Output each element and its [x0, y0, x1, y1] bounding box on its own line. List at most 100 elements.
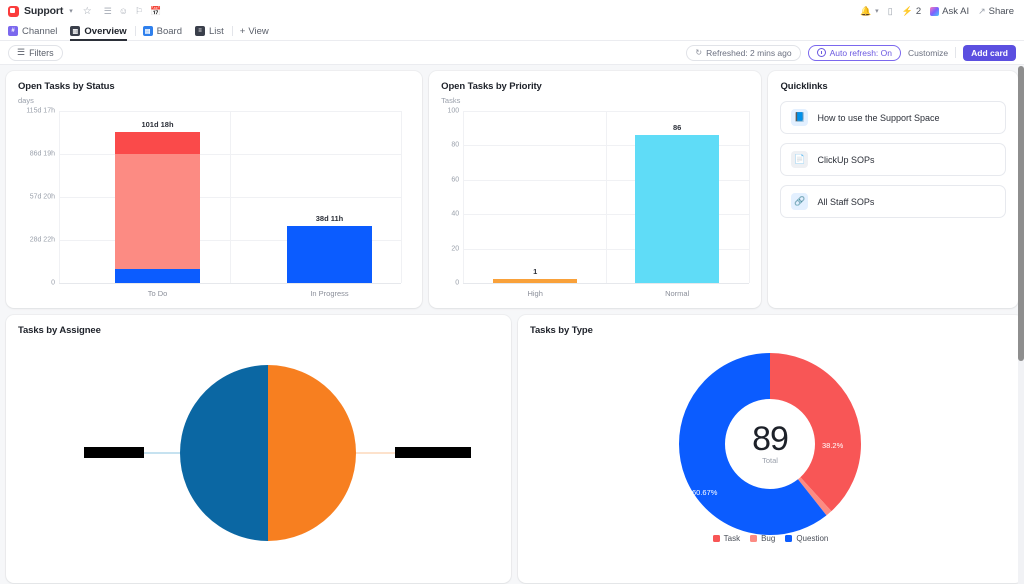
donut-legend: Task Bug Question [530, 534, 1011, 543]
notifications-button[interactable]: 🔔 ▾ [860, 6, 879, 17]
y-tick-label: 86d 19h [29, 150, 55, 158]
pie-label-redacted-1 [395, 447, 471, 458]
quicklink-label: How to use the Support Space [817, 112, 940, 123]
x-tick-label: Normal [665, 289, 690, 298]
pie-slice-1[interactable] [268, 365, 356, 541]
filters-label: Filters [29, 47, 54, 58]
vertical-gridline [230, 111, 231, 283]
bar-high[interactable]: 1 High [493, 267, 578, 298]
y-tick-label: 40 [451, 210, 460, 218]
pie-label-redacted-0 [84, 447, 144, 458]
doc-blue-icon: 📘 [791, 109, 809, 126]
top-bar: Support ▾ ☆ ☰ ☺ ⚐ 📅 🔔 ▾ ▯ ⚡ 2 Ask AI ↗ S… [0, 0, 1024, 22]
list-icon[interactable]: ☰ [103, 5, 112, 16]
space-breadcrumb[interactable]: Support ▾ [8, 5, 73, 17]
vertical-gridline [749, 111, 751, 283]
overview-icon: ▥ [70, 26, 81, 36]
chart-tasks-by-type: 89 Total 38.2% 60.67% Task Bug [530, 340, 1011, 545]
auto-refresh-label: Auto refresh: On [829, 47, 892, 58]
card-title: Quicklinks [780, 81, 828, 92]
donut-svg [679, 353, 861, 535]
scrollbar-thumb[interactable] [1018, 66, 1024, 361]
star-icon[interactable]: ☆ [82, 5, 92, 17]
list-icon: ≡ [195, 26, 205, 36]
bar-normal[interactable]: 86 Normal [635, 123, 720, 298]
pie-slice-0[interactable] [180, 365, 268, 541]
tab-overview-label: Overview [84, 25, 127, 37]
add-view-button[interactable]: + View [240, 26, 269, 37]
bell-icon: 🔔 [859, 5, 872, 16]
ask-ai-label: Ask AI [942, 5, 970, 17]
vertical-scrollbar[interactable] [1018, 66, 1024, 584]
card-quicklinks: Quicklinks 📘 How to use the Support Spac… [768, 71, 1018, 308]
y-tick-label: 60 [451, 176, 460, 184]
quicklink-item-2[interactable]: 🔗 All Staff SOPs [780, 185, 1006, 218]
card-open-tasks-by-priority: Open Tasks by Priority Tasks 100 80 60 4… [429, 71, 762, 308]
filters-button[interactable]: ☰ Filters [8, 44, 63, 61]
share-button[interactable]: ↗ Share [978, 6, 1014, 17]
bar-segment-blue [287, 225, 372, 283]
y-axis-unit: Tasks [441, 96, 461, 105]
legend-item-bug[interactable]: Bug [750, 534, 775, 543]
bar-value-label: 86 [672, 123, 682, 133]
calendar-icon[interactable]: 📅 [150, 5, 162, 16]
auto-refresh-toggle[interactable]: Auto refresh: On [807, 44, 901, 61]
bolt-icon: ⚡ [901, 5, 913, 16]
pie-svg [138, 365, 396, 541]
bar-segment [635, 135, 720, 283]
donut-slice-question[interactable] [679, 353, 861, 535]
y-tick-label: 80 [451, 141, 460, 149]
share-label: Share [988, 5, 1014, 17]
add-view-label: View [248, 25, 269, 37]
chart-tasks-by-assignee [18, 340, 499, 545]
customize-button[interactable]: Customize [908, 47, 949, 58]
legend-label: Task [723, 534, 741, 543]
y-tick-label: 0 [455, 279, 460, 287]
control-divider [955, 47, 957, 58]
x-tick-label: In Progress [310, 289, 349, 298]
donut-pct-task: 38.2% [822, 441, 844, 450]
plus-icon: + [239, 25, 246, 37]
chevron-down-icon[interactable]: ▾ [69, 8, 73, 15]
quicklink-item-1[interactable]: 📄 ClickUp SOPs [780, 143, 1006, 176]
tab-divider [134, 26, 136, 36]
refreshed-status[interactable]: ↻ Refreshed: 2 mins ago [686, 44, 801, 61]
y-tick-label: 28d 22h [29, 236, 55, 244]
energy-counter[interactable]: ⚡ 2 [902, 6, 922, 17]
ask-ai-button[interactable]: Ask AI [930, 6, 969, 17]
legend-item-question[interactable]: Question [785, 534, 828, 543]
legend-swatch [712, 535, 720, 542]
space-square-icon [8, 5, 19, 17]
legend-item-task[interactable]: Task [712, 534, 741, 543]
x-tick-label: High [527, 289, 543, 298]
person-icon[interactable]: ☺ [118, 5, 128, 16]
tab-list-label: List [209, 25, 224, 37]
tab-channel[interactable]: # Channel [8, 22, 64, 41]
flag-icon[interactable]: ⚐ [134, 5, 144, 16]
y-tick-label: 115d 17h [26, 107, 55, 115]
sparkle-icon [930, 6, 940, 16]
y-axis-unit: days [18, 96, 34, 105]
view-tab-bar: # Channel ▥ Overview ▤ Board ≡ List + Vi… [0, 22, 1024, 41]
vertical-gridline [463, 111, 465, 283]
bar-in-progress[interactable]: 38d 11h In Progress [287, 214, 372, 298]
share-icon: ↗ [978, 5, 986, 16]
card-title: Tasks by Type [530, 325, 593, 336]
y-tick-label: 20 [451, 245, 460, 253]
tab-overview[interactable]: ▥ Overview [70, 22, 133, 41]
inbox-icon[interactable]: ▯ [887, 5, 893, 16]
channel-icon: # [8, 26, 18, 36]
chart-open-tasks-by-status: 115d 17h 86d 19h 57d 20h 28d 22h 0 101d … [18, 107, 410, 298]
tab-list[interactable]: ≡ List [195, 22, 231, 41]
quicklink-label: All Staff SOPs [817, 196, 875, 207]
tab-board[interactable]: ▤ Board [142, 22, 189, 41]
dashboard-row-1: Open Tasks by Status days 115d 17h 86d 1… [6, 71, 1018, 308]
doc-gray-icon: 📄 [791, 151, 809, 168]
chart-open-tasks-by-priority: 100 80 60 40 20 0 1 [441, 108, 751, 298]
legend-label: Question [796, 534, 829, 543]
bar-value-label: 101d 18h [141, 119, 174, 129]
add-card-button[interactable]: Add card [963, 44, 1016, 61]
bar-to-do[interactable]: 101d 18h To Do [115, 120, 200, 298]
vertical-gridline [59, 111, 60, 283]
quicklink-item-0[interactable]: 📘 How to use the Support Space [780, 101, 1006, 134]
